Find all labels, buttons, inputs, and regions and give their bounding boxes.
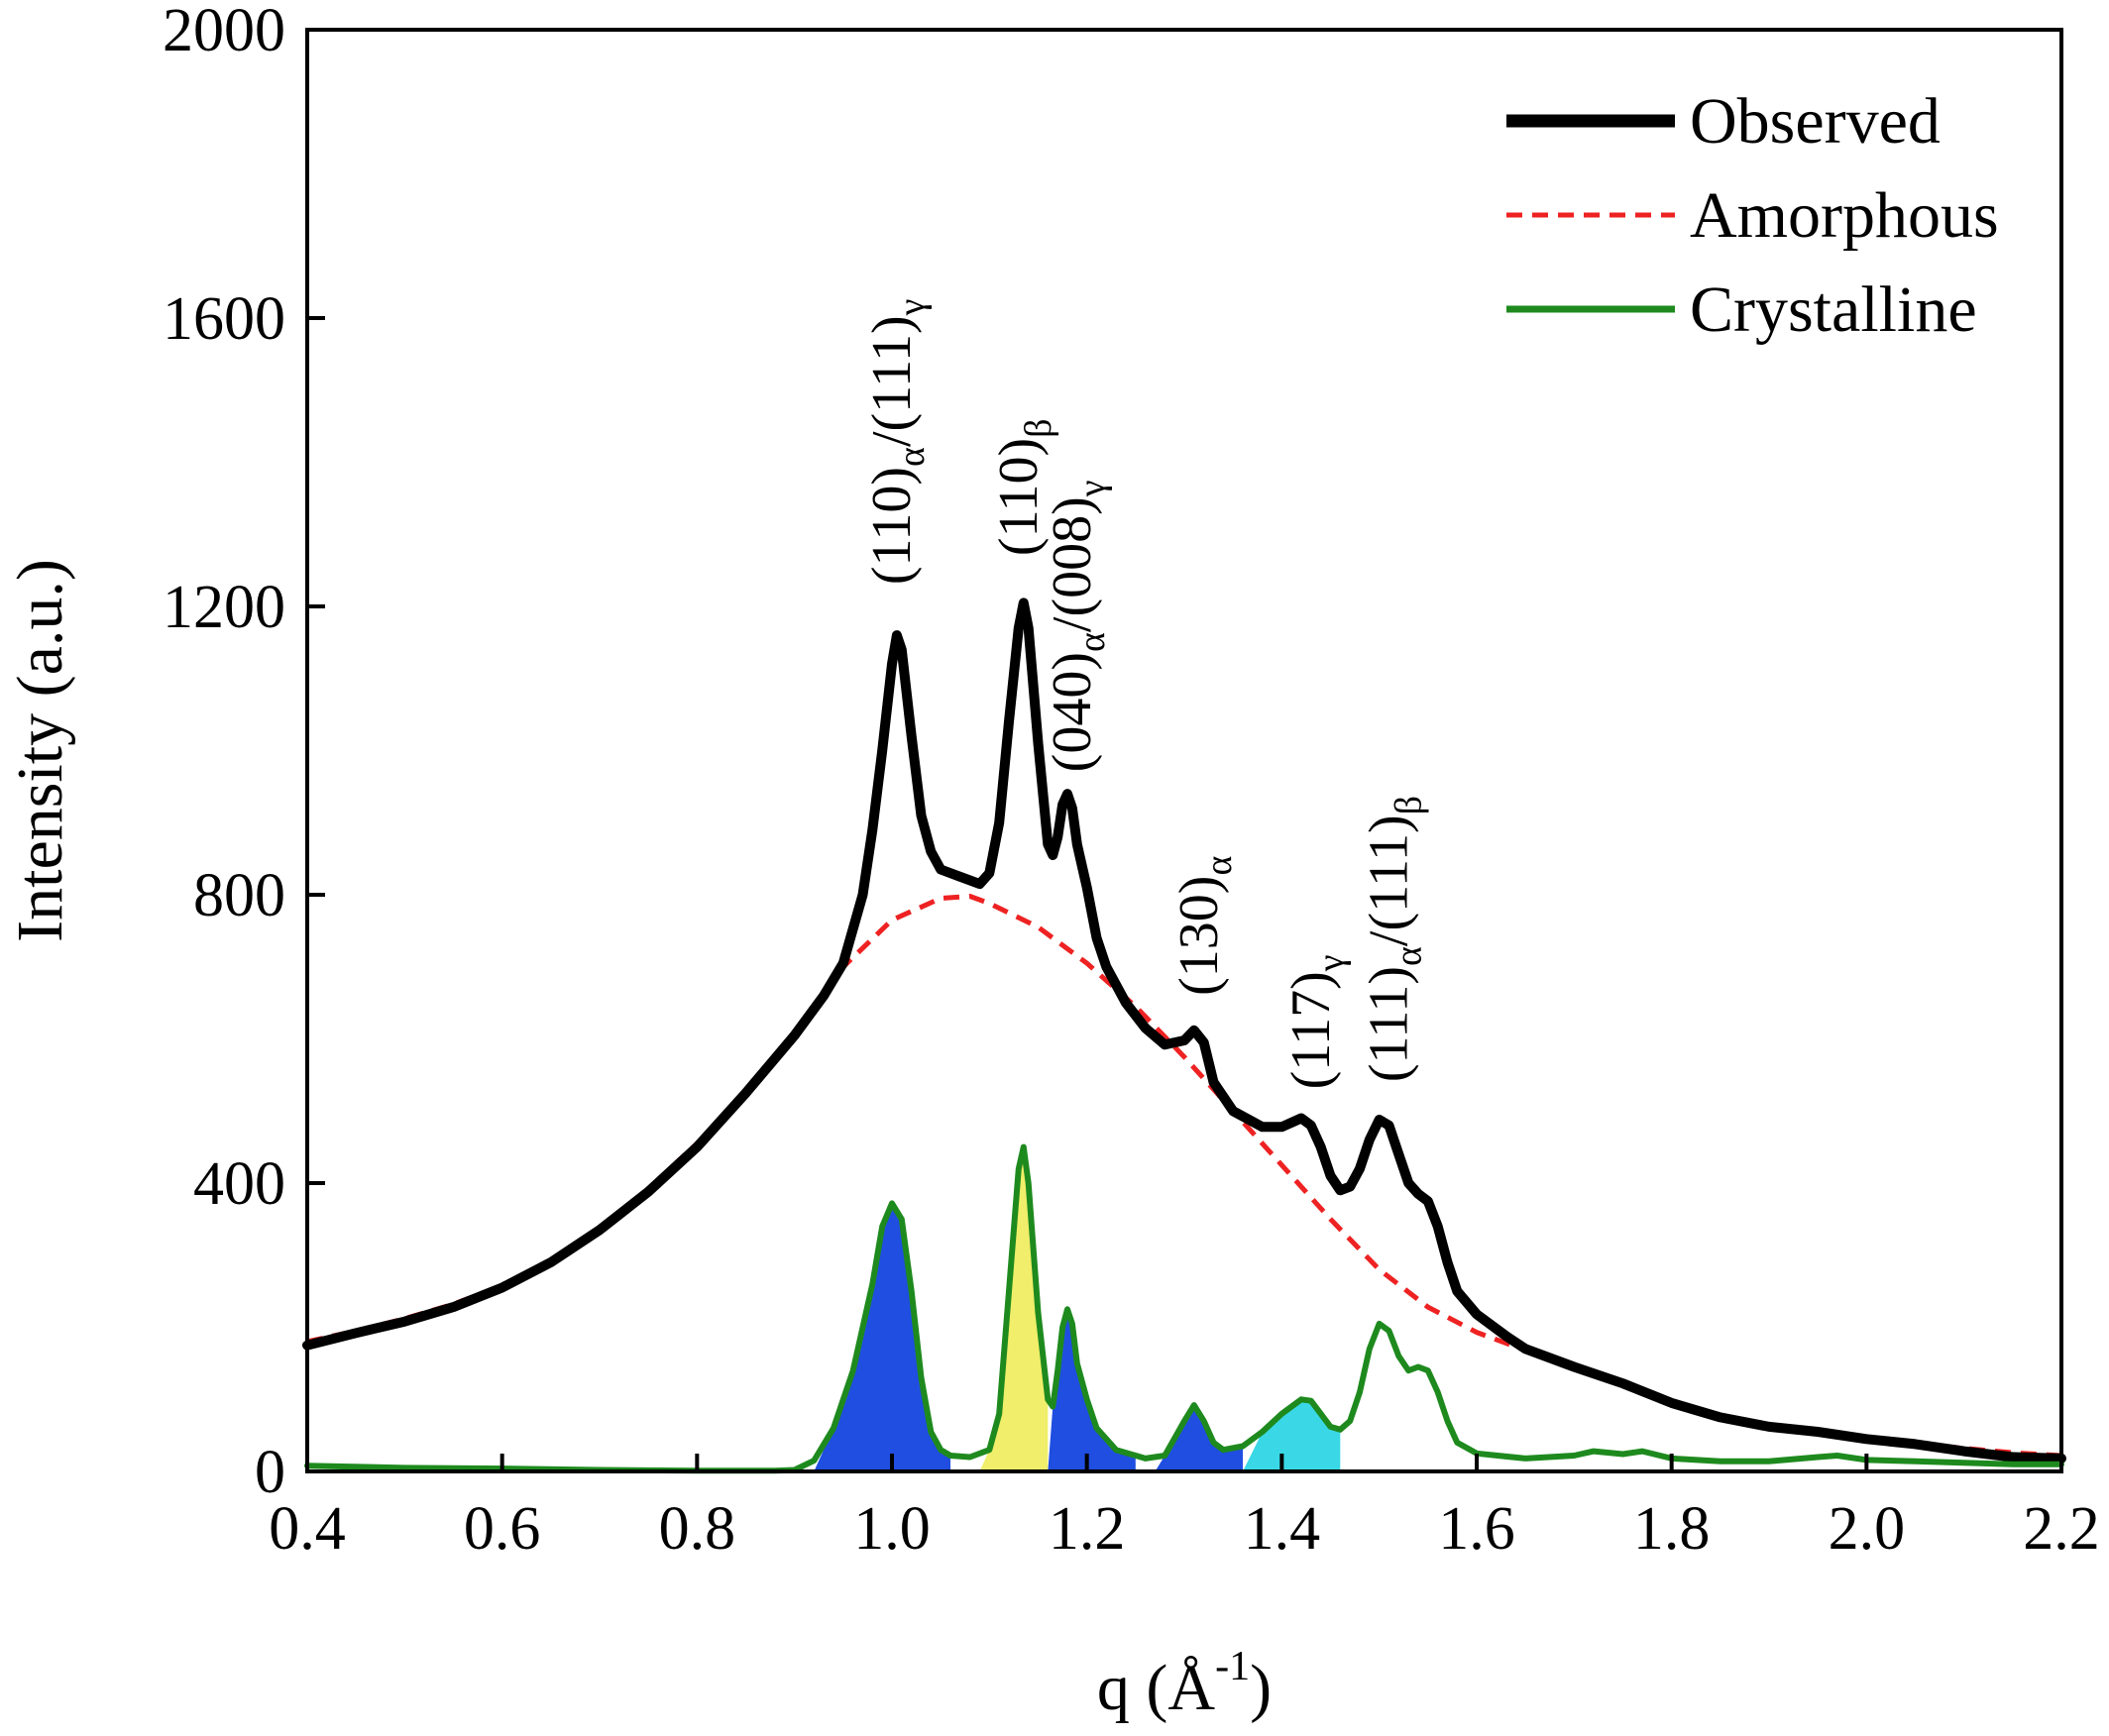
peak-label-part: β: [1018, 419, 1059, 438]
peak-annotations: (110)α/(111)γ(110)β(040)α/(008)γ(130)α(1…: [861, 299, 1430, 1090]
peak-fill-3: [1048, 1309, 1136, 1471]
x-axis-label-close: ): [1250, 1652, 1272, 1724]
peak-label-part: (110): [861, 467, 923, 585]
y-tick-label: 1600: [163, 285, 285, 353]
peak-fill-5: [1243, 1399, 1341, 1471]
series-observed-line: [302, 597, 2066, 1464]
peak-label-part: /(111): [1359, 814, 1420, 946]
peak-fill-1: [814, 1203, 950, 1471]
peak-label-part: (111): [1359, 966, 1420, 1082]
x-axis-label: q (Å-1): [1097, 1644, 1272, 1724]
peak-label-part: /(111): [861, 315, 923, 447]
y-axis-label: Intensity (a.u.): [4, 559, 76, 942]
legend-label-amorphous: Amorphous: [1690, 179, 1999, 252]
legend: Observed Amorphous Crystalline: [1506, 85, 1999, 346]
peak-label-part: γ: [891, 299, 933, 317]
peak-label-part: γ: [1310, 954, 1352, 972]
y-tick-label: 1200: [163, 574, 285, 641]
axes: 0.4 0.6 0.8 1.0 1.2 1.4 1.6 1.8 2.0 2.2 0 400 800 120…: [163, 0, 2100, 1563]
peak-label-4: (130)α: [1168, 856, 1240, 996]
series-crystalline-line: [304, 1143, 2064, 1474]
legend-label-observed: Observed: [1690, 85, 1941, 158]
plot-frame: [305, 28, 2063, 1473]
peak-label-part: α: [1388, 946, 1430, 966]
peak-label-part: β: [1388, 796, 1430, 814]
peak-label-part: (117): [1280, 971, 1342, 1089]
x-tick-label: 2.0: [1829, 1495, 1906, 1563]
peak-label-6: (111)α/(111)β: [1359, 796, 1430, 1082]
x-tick-label: 2.2: [2023, 1495, 2100, 1563]
y-tick-label: 800: [193, 862, 285, 929]
x-axis-label-main: q (Å: [1097, 1652, 1215, 1724]
y-tick-label: 400: [193, 1150, 285, 1218]
x-tick-label: 1.4: [1244, 1495, 1321, 1563]
x-tick-label: 0.8: [659, 1495, 736, 1563]
peak-fills: [814, 1146, 1341, 1471]
peak-label-1: (110)α/(111)γ: [861, 299, 933, 586]
x-tick-label: 0.6: [464, 1495, 541, 1563]
peak-label-part: α: [1071, 632, 1113, 652]
peak-fill-4: [1155, 1405, 1243, 1471]
legend-label-crystalline: Crystalline: [1690, 273, 1977, 346]
peak-label-part: (110): [988, 438, 1050, 556]
peak-label-3: (040)α/(008)γ: [1042, 480, 1113, 772]
peak-label-part: γ: [1071, 480, 1113, 497]
peak-label-part: α: [891, 447, 933, 467]
x-axis-label-sup: -1: [1215, 1644, 1250, 1689]
x-tick-label: 1.0: [853, 1495, 931, 1563]
peak-label-part: (130): [1168, 876, 1230, 996]
x-tick-label: 0.4: [269, 1495, 346, 1563]
x-tick-label: 1.2: [1049, 1495, 1126, 1563]
series-lines: [302, 597, 2066, 1474]
y-tick-label: 2000: [163, 0, 285, 64]
peak-label-part: α: [1198, 856, 1240, 876]
peak-label-part: (040): [1042, 652, 1103, 772]
peak-label-2: (110)β: [988, 419, 1059, 557]
x-tick-label: 1.8: [1633, 1495, 1711, 1563]
series-amorphous-line: [306, 894, 2062, 1459]
y-tick-label: 0: [255, 1439, 285, 1506]
x-tick-label: 1.6: [1438, 1495, 1515, 1563]
peak-label-part: /(008): [1042, 496, 1103, 632]
peak-label-5: (117)γ: [1280, 954, 1352, 1089]
